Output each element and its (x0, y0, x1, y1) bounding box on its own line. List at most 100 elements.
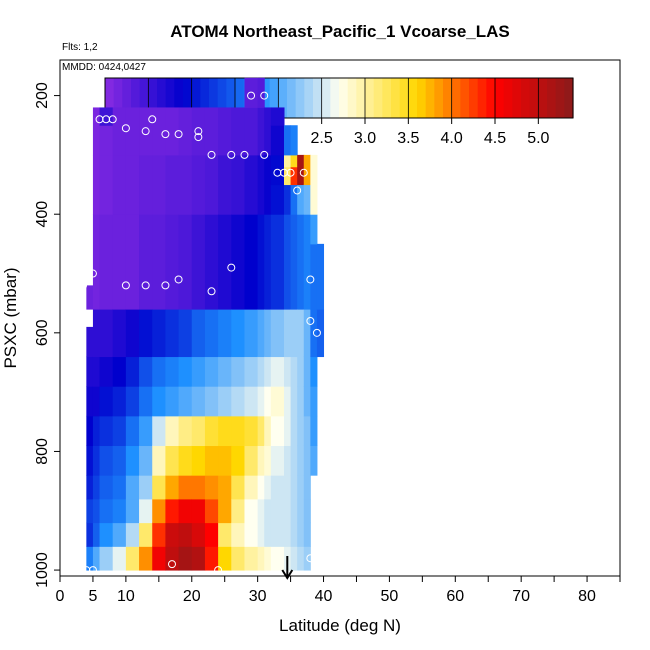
heatmap-cell (152, 356, 166, 387)
heatmap-cell (125, 445, 140, 476)
colorbar-swatch (313, 78, 323, 118)
heatmap-cell (297, 309, 305, 358)
colorbar-swatch (564, 78, 574, 118)
colorbar-swatch (321, 78, 331, 118)
heatmap-cell (125, 522, 140, 547)
heatmap-cell (152, 214, 166, 310)
heatmap-cell (152, 154, 166, 215)
heatmap-cell (231, 415, 245, 447)
heatmap-cell (270, 498, 285, 524)
colorbar-tick-label: 4.0 (441, 130, 463, 147)
heatmap-cell (92, 214, 101, 310)
heatmap-cell (264, 522, 272, 547)
flight-point (306, 275, 315, 284)
heatmap-cell (284, 214, 292, 310)
colorbar-swatch (547, 78, 557, 118)
heatmap-cell (125, 356, 140, 387)
heatmap-cell (178, 356, 193, 387)
heatmap-cell (152, 498, 166, 524)
heatmap-cell (290, 386, 298, 417)
x-tick-label: 30 (249, 588, 267, 605)
heatmap-cell (244, 522, 259, 547)
heatmap-cell (231, 356, 245, 387)
heatmap-cell (270, 546, 285, 571)
heatmap-cell (270, 309, 285, 358)
heatmap-cell (297, 415, 305, 447)
heatmap-cell (297, 214, 305, 310)
heatmap-cell (204, 309, 219, 358)
heatmap-cell (284, 154, 292, 168)
heatmap-cell (92, 154, 101, 215)
heatmap-cell (303, 475, 311, 500)
heatmap-cell (290, 309, 298, 358)
colorbar-swatch (148, 78, 158, 118)
heatmap-cell (125, 154, 140, 215)
heatmap-cell (284, 522, 292, 547)
heatmap-cell (112, 154, 127, 215)
colorbar-swatch (417, 78, 427, 118)
heatmap-cell (257, 445, 265, 476)
colorbar-swatch (174, 78, 184, 118)
heatmap-cell (99, 214, 114, 310)
heatmap-cell (165, 214, 180, 310)
flight-point (108, 115, 117, 124)
heatmap-cell (112, 445, 127, 476)
colorbar-swatch (512, 78, 522, 118)
heatmap-cell (125, 214, 140, 310)
heatmap-cell (86, 415, 94, 447)
heatmap-cell (270, 107, 285, 126)
heatmap-cell (178, 154, 193, 215)
heatmap-cell (112, 386, 127, 417)
heatmap-cell (257, 154, 265, 215)
heatmap-cell (165, 445, 180, 476)
colorbar-swatch (460, 78, 470, 118)
heatmap-cell (290, 522, 298, 547)
heatmap-cell (257, 475, 265, 500)
heatmap-cell (139, 214, 153, 310)
heatmap-cell (316, 243, 325, 310)
heatmap-cell (270, 214, 285, 310)
flight-point (79, 281, 88, 290)
heatmap-cell (178, 386, 193, 417)
heatmap-cell (231, 522, 245, 547)
heatmap-cell (257, 214, 265, 310)
heatmap-cell (218, 214, 232, 310)
colorbar-swatch (503, 78, 513, 118)
heatmap-cell (297, 445, 305, 476)
colorbar-tick-label: 3.0 (354, 130, 376, 147)
heatmap-cell (204, 386, 219, 417)
heatmap-cell (264, 356, 272, 387)
heatmap-cell (244, 77, 259, 108)
heatmap-cell (152, 309, 166, 358)
heatmap-cell (284, 445, 292, 476)
flight-point (293, 186, 302, 195)
heatmap-cell (284, 184, 292, 215)
heatmap-cell (125, 498, 140, 524)
x-tick-label: 40 (315, 588, 333, 605)
heatmap-cell (290, 356, 298, 387)
heatmap-cell (290, 498, 298, 524)
heatmap-cell (204, 107, 219, 156)
heatmap-cell (284, 475, 292, 500)
heatmap-cell (297, 184, 305, 215)
colorbar-swatch (451, 78, 461, 118)
colorbar-swatch (356, 78, 366, 118)
heatmap-cell (139, 309, 153, 358)
heatmap-cell (112, 214, 127, 310)
colorbar-swatch (113, 78, 123, 118)
heatmap-cell (231, 498, 245, 524)
heatmap-cell (218, 522, 232, 547)
x-tick-label: 20 (183, 588, 201, 605)
colorbar-swatch (157, 78, 167, 118)
heatmap-cell (244, 214, 259, 310)
flight-point (240, 150, 249, 159)
colorbar-swatch (122, 78, 132, 118)
colorbar-swatch (304, 78, 314, 118)
heatmap-cell (191, 445, 206, 476)
heatmap-cell (257, 386, 265, 417)
heatmap-cell (303, 386, 311, 417)
heatmap-cell (264, 415, 272, 447)
colorbar-swatch (191, 78, 201, 118)
flight-point (306, 554, 315, 563)
heatmap-cell (125, 546, 140, 571)
